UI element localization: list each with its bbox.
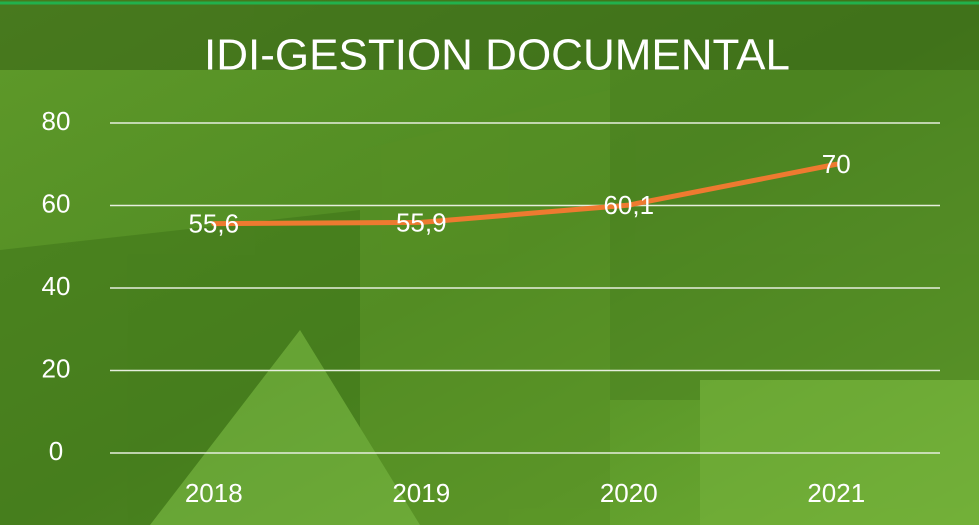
data-line (211, 161, 839, 227)
x-tick-label: 2021 (807, 478, 865, 508)
y-tick-label: 0 (49, 436, 63, 466)
chart-title: IDI-GESTION DOCUMENTAL (204, 31, 790, 80)
y-tick-label: 20 (42, 353, 71, 383)
x-tick-label: 2019 (392, 478, 450, 508)
data-label: 60,1 (603, 190, 654, 220)
x-tick-label: 2018 (185, 478, 243, 508)
y-tick-label: 40 (42, 271, 71, 301)
data-label: 55,6 (188, 209, 239, 239)
data-label: 55,9 (396, 207, 447, 237)
data-label: 70 (822, 149, 851, 179)
y-tick-label: 60 (42, 188, 71, 218)
y-tick-label: 80 (42, 106, 71, 136)
x-tick-label: 2020 (600, 478, 658, 508)
